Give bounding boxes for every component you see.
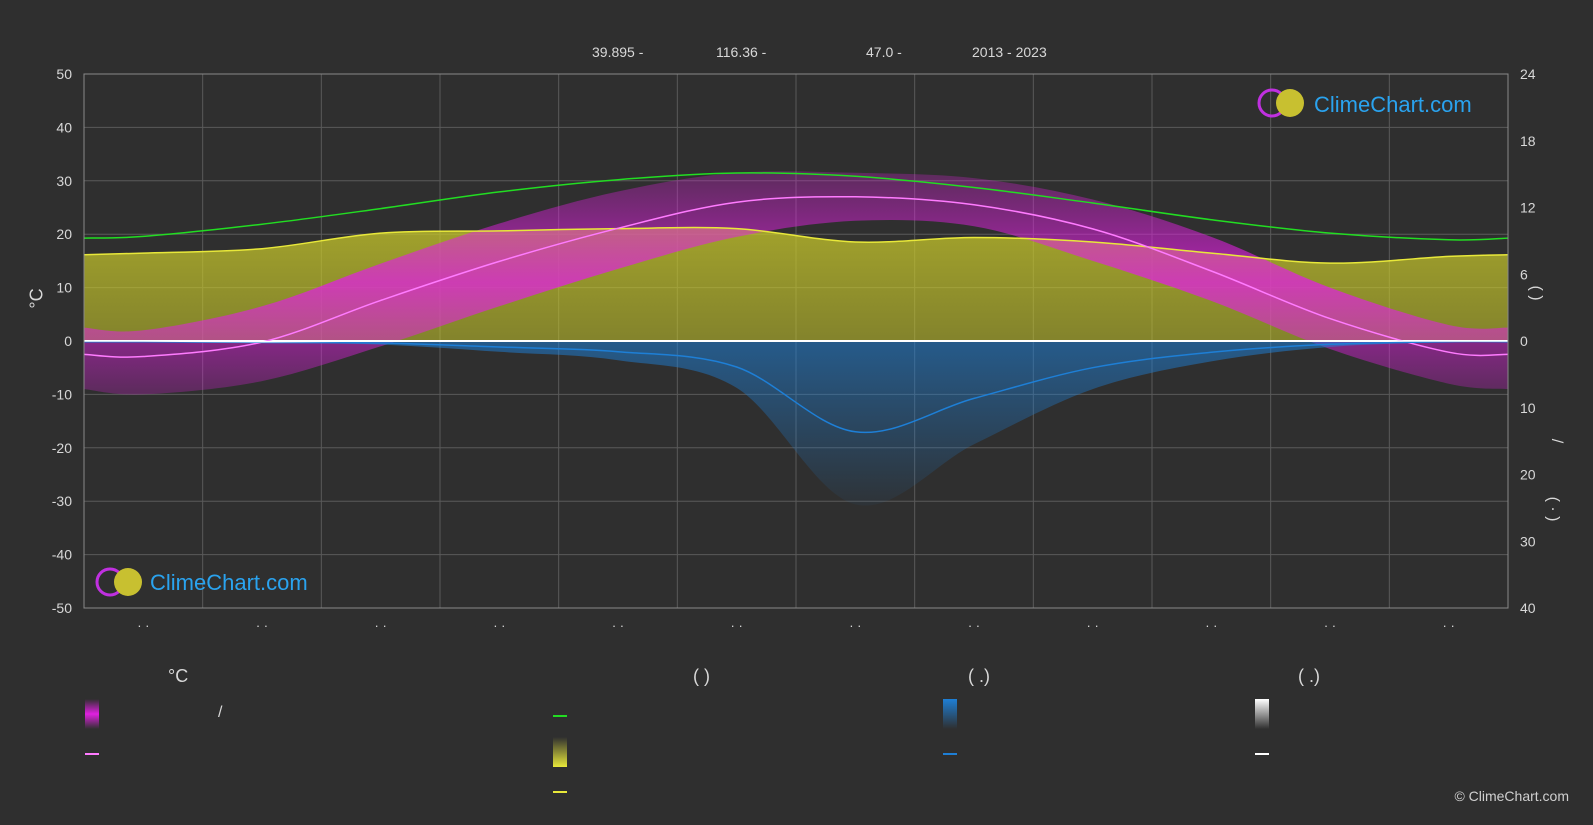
years-text: 2013 - 2023 — [972, 44, 1047, 60]
right-tick-label-hours: 24 — [1520, 66, 1536, 82]
mean-temperature-line — [83, 195, 1509, 358]
rain-line — [83, 340, 1509, 434]
month-tick-label: · · — [1205, 618, 1217, 633]
snow-swatch — [1255, 753, 1269, 755]
right-axis-slash: / — [1548, 438, 1566, 444]
left-tick-label: -30 — [52, 493, 72, 509]
longitude-text: 116.36 - — [716, 44, 767, 60]
right-axis-upper-mark: ( ) — [1527, 285, 1545, 301]
daylight-swatch — [553, 715, 567, 717]
left-tick-label: 40 — [56, 119, 72, 135]
month-tick-label: · · — [256, 618, 268, 633]
left-tick-label: -10 — [52, 386, 72, 402]
right-tick-label-precip: 30 — [1520, 533, 1536, 549]
sunshine-line — [83, 226, 1509, 264]
rain-swatch — [943, 753, 957, 755]
mean-temp-swatch — [85, 753, 99, 755]
right-tick-label-hours: 6 — [1520, 266, 1528, 282]
month-tick-label: · · — [731, 618, 743, 633]
daylight-line — [83, 172, 1509, 241]
plot-frame — [83, 73, 1509, 609]
month-tick-label: · · — [1443, 618, 1455, 633]
right-tick-label-precip: 40 — [1520, 600, 1536, 616]
right-tick-label-hours: 0 — [1520, 333, 1528, 349]
temp-range-swatch — [85, 699, 99, 729]
right-axis-lower-mark: ( · ) — [1544, 496, 1562, 522]
sunshine-swatch — [553, 791, 567, 793]
logo-icon-bottom-sun — [114, 568, 142, 596]
legend-temp-header: °C — [168, 666, 189, 686]
logo-icon-top-sun — [1276, 89, 1304, 117]
latitude-text: 39.895 - — [592, 44, 644, 60]
left-tick-label: 0 — [64, 333, 72, 349]
legend-rain-header: ( .) — [968, 666, 990, 686]
sunshine-band-swatch — [553, 737, 567, 767]
left-axis-unit: °C — [26, 288, 47, 309]
left-tick-label: -20 — [52, 440, 72, 456]
month-tick-label: · · — [1324, 618, 1336, 633]
left-tick-label: 20 — [56, 226, 72, 242]
right-tick-label-hours: 18 — [1520, 133, 1536, 149]
month-tick-label: · · — [849, 618, 861, 633]
temperature-range-band — [84, 171, 1508, 395]
snow-band-swatch — [1255, 699, 1269, 729]
month-tick-label: · · — [375, 618, 387, 633]
month-tick-label: · · — [137, 618, 149, 633]
legend-sun-header: ( ) — [693, 666, 710, 686]
month-tick-label: · · — [493, 618, 505, 633]
left-tick-label: 10 — [56, 280, 72, 296]
rain-band — [84, 341, 1508, 506]
month-tick-label: · · — [1087, 618, 1099, 633]
left-tick-label: -50 — [52, 600, 72, 616]
legend-slash: / — [218, 704, 223, 721]
copyright: © ClimeChart.com — [1454, 788, 1569, 804]
logo-text-bottom[interactable]: ClimeChart.com — [150, 570, 308, 595]
rain-band-swatch — [943, 699, 957, 729]
month-tick-label: · · — [612, 618, 624, 633]
logo-text-top[interactable]: ClimeChart.com — [1314, 92, 1472, 117]
snow-line — [83, 340, 1508, 343]
right-tick-label-precip: 10 — [1520, 400, 1536, 416]
elevation-text: 47.0 - — [866, 44, 902, 60]
right-tick-label-precip: 20 — [1520, 467, 1536, 483]
legend-snow-header: ( .) — [1298, 666, 1320, 686]
left-tick-label: 50 — [56, 66, 72, 82]
left-tick-label: -40 — [52, 547, 72, 563]
month-tick-label: · · — [968, 618, 980, 633]
left-tick-label: 30 — [56, 173, 72, 189]
right-tick-label-hours: 12 — [1520, 200, 1536, 216]
